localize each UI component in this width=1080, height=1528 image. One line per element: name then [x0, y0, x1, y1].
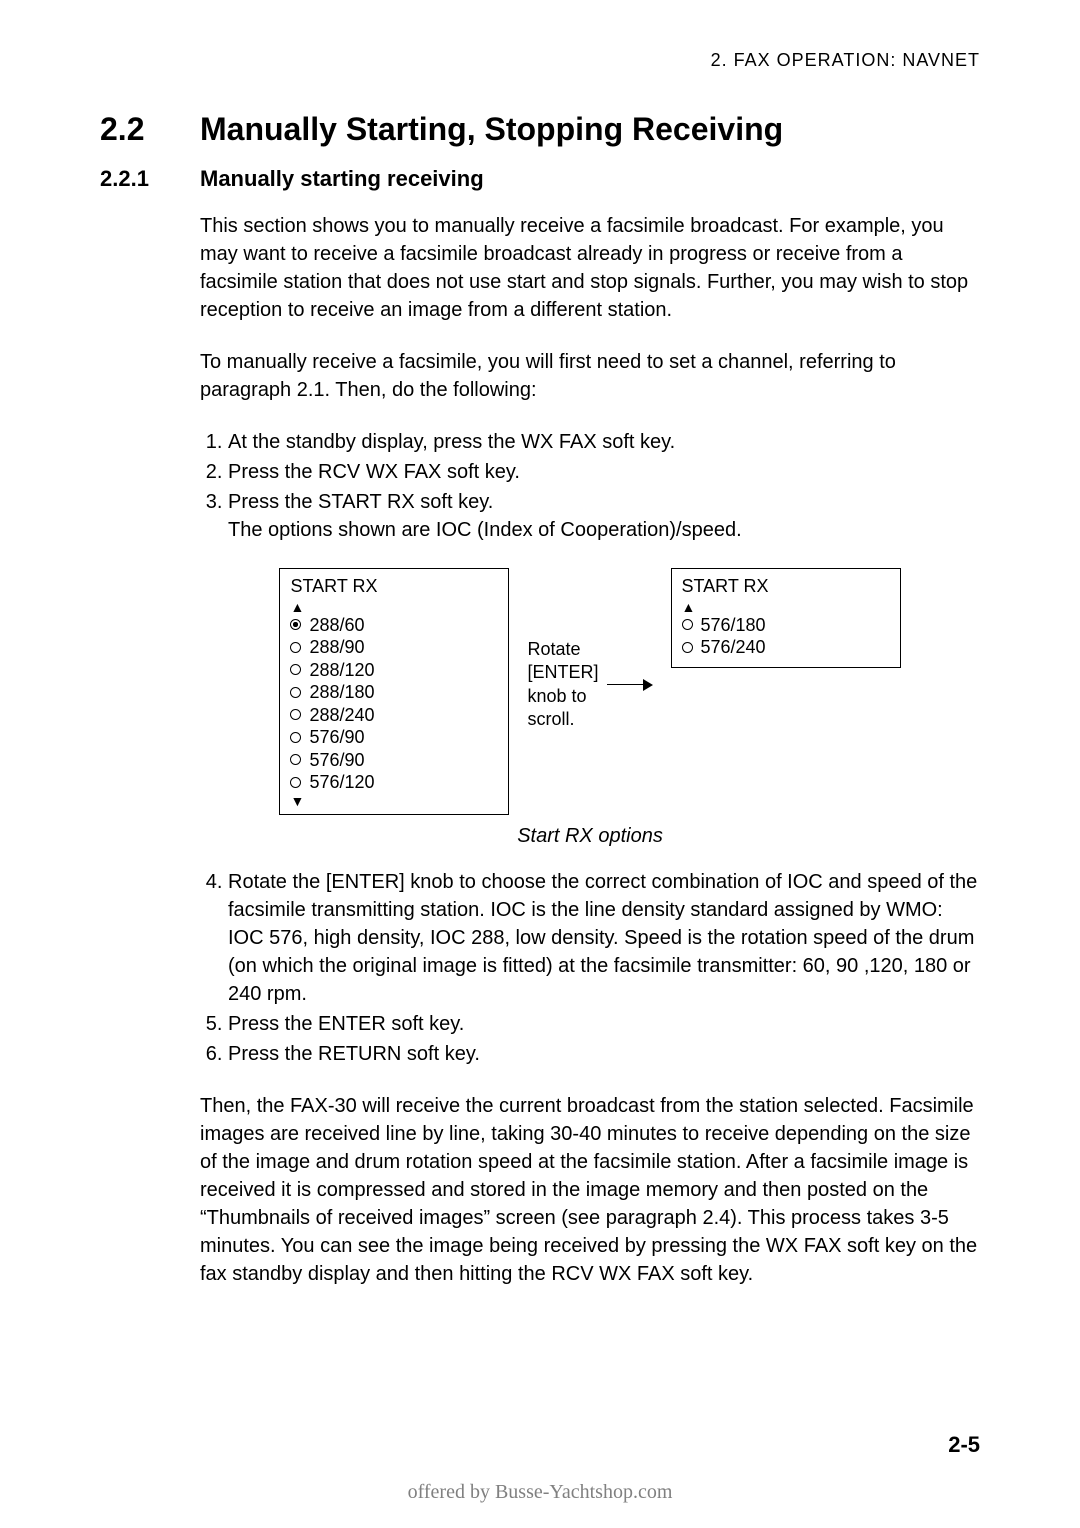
ordered-steps-1: At the standby display, press the WX FAX…	[200, 428, 980, 544]
footer-credit: offered by Busse-Yachtshop.com	[0, 1481, 1080, 1504]
body-content: This section shows you to manually recei…	[200, 212, 980, 1288]
start-rx-menu-right: START RX ▲ 576/180 576/240	[671, 568, 901, 668]
menu-left-title: START RX	[290, 575, 498, 598]
list-item: 288/120	[290, 659, 498, 682]
rotate-l4: scroll.	[527, 709, 574, 729]
option-label: 288/180	[309, 681, 374, 704]
step-3: Press the START RX soft key. The options…	[228, 488, 980, 544]
section-number: 2.2	[100, 111, 200, 148]
start-rx-menu-left: START RX ▲ 288/60 288/90 288/120 288/180…	[279, 568, 509, 815]
paragraph-final: Then, the FAX-30 will receive the curren…	[200, 1092, 980, 1288]
ordered-steps-2: Rotate the [ENTER] knob to choose the co…	[200, 868, 980, 1068]
paragraph-intro-2: To manually receive a facsimile, you wil…	[200, 348, 980, 404]
rotate-label: Rotate [ENTER] knob to scroll.	[527, 638, 598, 732]
list-item: 288/60	[290, 614, 498, 637]
radio-selected-icon	[290, 619, 301, 630]
radio-icon	[290, 732, 301, 743]
paragraph-intro-1: This section shows you to manually recei…	[200, 212, 980, 324]
up-arrow-icon: ▲	[290, 600, 498, 614]
section-title: 2.2Manually Starting, Stopping Receiving	[100, 111, 980, 148]
figure-caption: Start RX options	[200, 825, 980, 848]
list-item: 288/180	[290, 681, 498, 704]
rotate-instruction: Rotate [ENTER] knob to scroll.	[527, 568, 652, 732]
option-label: 576/90	[309, 726, 364, 749]
radio-icon	[290, 687, 301, 698]
option-label: 576/90	[309, 749, 364, 772]
radio-icon	[290, 664, 301, 675]
page-number: 2-5	[948, 1432, 980, 1458]
radio-icon	[682, 619, 693, 630]
up-arrow-icon: ▲	[682, 600, 890, 614]
step-4: Rotate the [ENTER] knob to choose the co…	[228, 868, 980, 1008]
step-1: At the standby display, press the WX FAX…	[228, 428, 980, 456]
radio-icon	[290, 777, 301, 788]
list-item: 288/90	[290, 636, 498, 659]
option-label: 288/90	[309, 636, 364, 659]
step-2: Press the RCV WX FAX soft key.	[228, 458, 980, 486]
rotate-l1: Rotate	[527, 639, 580, 659]
radio-icon	[290, 709, 301, 720]
page: 2. FAX OPERATION: NAVNET 2.2Manually Sta…	[0, 0, 1080, 1528]
option-label: 576/120	[309, 771, 374, 794]
step-5: Press the ENTER soft key.	[228, 1010, 980, 1038]
option-label: 288/60	[309, 614, 364, 637]
section-title-text: Manually Starting, Stopping Receiving	[200, 111, 783, 147]
option-label: 576/240	[701, 636, 766, 659]
step-3-line-2: The options shown are IOC (Index of Coop…	[228, 519, 742, 541]
right-arrow-icon	[607, 679, 653, 691]
radio-icon	[682, 642, 693, 653]
subsection-number: 2.2.1	[100, 166, 200, 192]
list-item: 576/180	[682, 614, 890, 637]
subsection-title: 2.2.1Manually starting receiving	[100, 166, 980, 192]
page-header: 2. FAX OPERATION: NAVNET	[100, 50, 980, 71]
list-item: 576/90	[290, 726, 498, 749]
option-label: 576/180	[701, 614, 766, 637]
radio-icon	[290, 642, 301, 653]
step-3-line-1: Press the START RX soft key.	[228, 491, 493, 513]
rotate-l2: [ENTER]	[527, 662, 598, 682]
list-item: 576/90	[290, 749, 498, 772]
radio-icon	[290, 754, 301, 765]
step-6: Press the RETURN soft key.	[228, 1040, 980, 1068]
list-item: 576/240	[682, 636, 890, 659]
list-item: 288/240	[290, 704, 498, 727]
down-arrow-icon: ▼	[290, 794, 498, 808]
option-label: 288/240	[309, 704, 374, 727]
figure-start-rx-options: START RX ▲ 288/60 288/90 288/120 288/180…	[200, 568, 980, 815]
menu-right-title: START RX	[682, 575, 890, 598]
option-label: 288/120	[309, 659, 374, 682]
list-item: 576/120	[290, 771, 498, 794]
rotate-l3: knob to	[527, 686, 586, 706]
subsection-title-text: Manually starting receiving	[200, 166, 484, 191]
